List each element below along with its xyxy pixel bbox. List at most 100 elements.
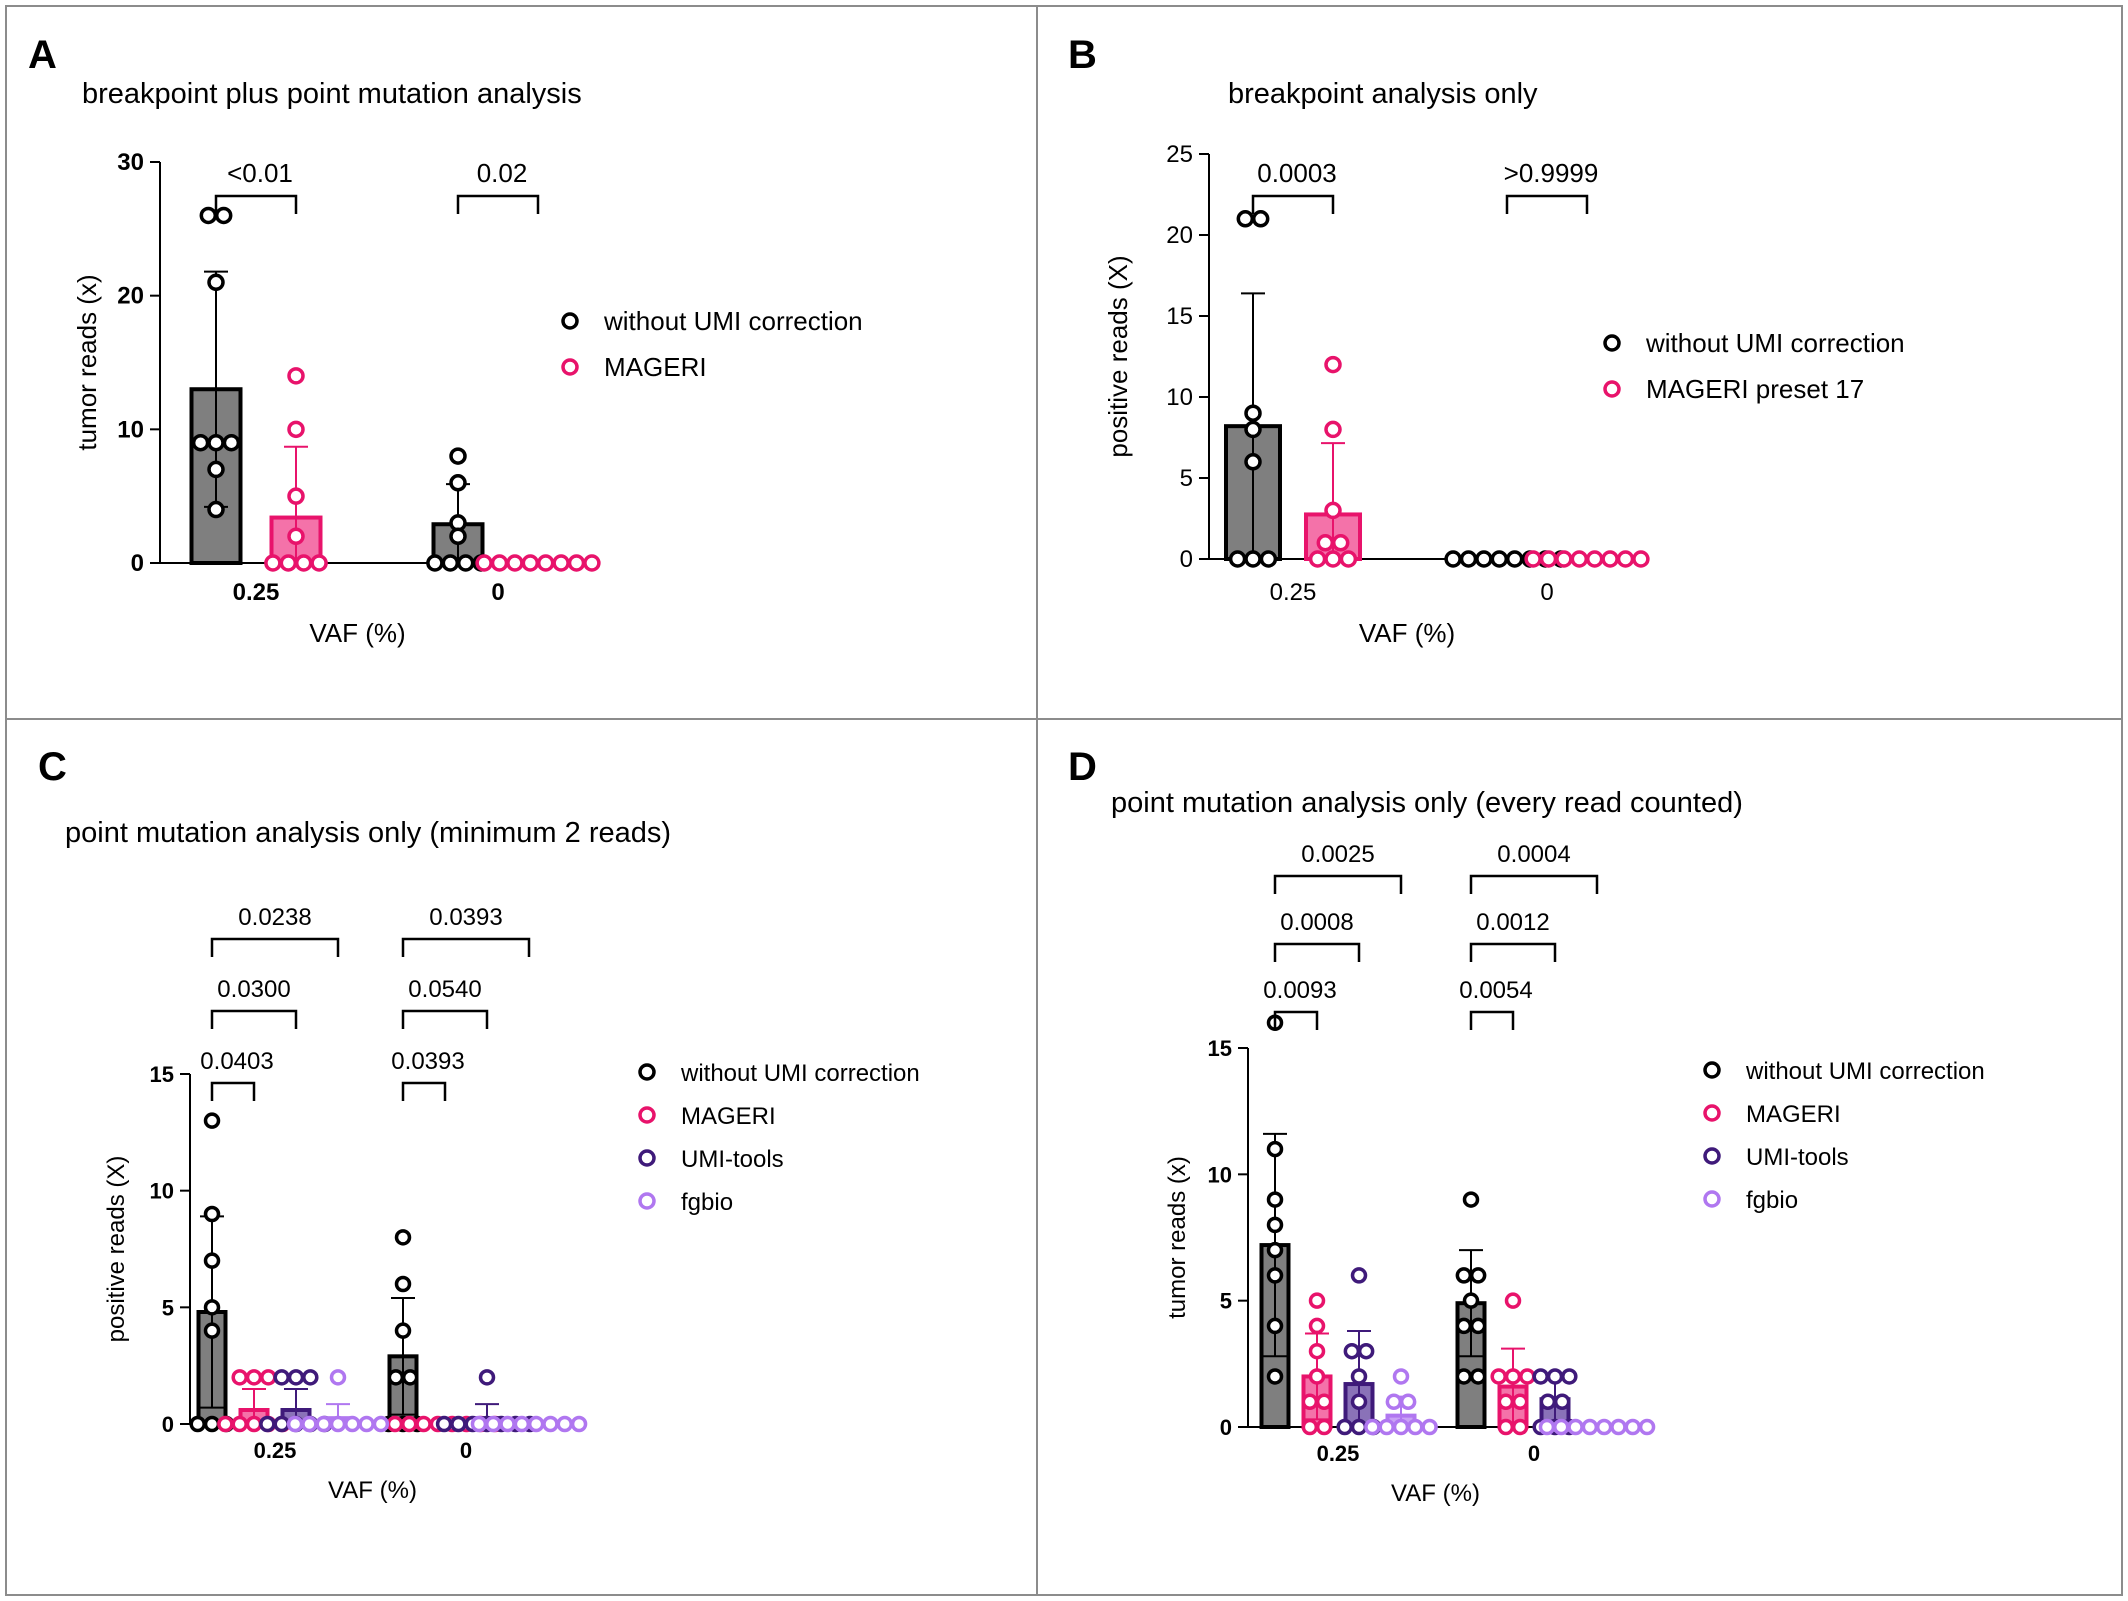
- data-point: [1339, 550, 1358, 568]
- data-point: [1324, 501, 1342, 520]
- data-point: [1350, 1393, 1368, 1410]
- data-point: [1357, 1342, 1375, 1360]
- x-axis-label: VAF (%): [328, 1477, 417, 1504]
- significance-bracket: [401, 1009, 489, 1029]
- legend-marker: [1703, 1104, 1721, 1122]
- data-point: [191, 433, 210, 452]
- data-point: [1538, 1418, 1556, 1436]
- data-point: [273, 1369, 290, 1386]
- data-point: [1324, 550, 1342, 568]
- data-point: [1308, 1292, 1326, 1309]
- data-point: [394, 1229, 412, 1246]
- data-point: [1444, 550, 1462, 568]
- x-tick-label: 0.25: [1317, 1441, 1360, 1466]
- data-point: [1308, 1342, 1326, 1360]
- data-point: [470, 1415, 488, 1433]
- data-point: [1244, 453, 1262, 471]
- data-point: [1497, 1393, 1515, 1410]
- data-point: [245, 1369, 263, 1386]
- panel-d-title: point mutation analysis only (every read…: [1111, 787, 1743, 819]
- p-value-label: 0.0003: [1257, 158, 1337, 188]
- data-point: [1421, 1418, 1438, 1436]
- significance-bracket: [1273, 874, 1403, 894]
- data-point: [1244, 404, 1262, 422]
- significance-bracket: [1505, 194, 1589, 214]
- x-axis-label: VAF (%): [1359, 618, 1455, 648]
- p-value-label: 0.0300: [217, 976, 290, 1003]
- y-tick-label: 0: [1180, 546, 1193, 573]
- data-point: [189, 1415, 206, 1433]
- significance-bracket: [401, 937, 531, 957]
- data-point: [1455, 1267, 1473, 1284]
- p-value-label: 0.0238: [238, 904, 311, 931]
- p-value-label: 0.0540: [408, 976, 481, 1003]
- data-point: [207, 433, 225, 452]
- legend-marker: [1603, 380, 1621, 398]
- data-point: [1561, 1368, 1578, 1385]
- p-value-label: >0.9999: [1504, 158, 1599, 188]
- significance-bracket: [210, 1081, 256, 1101]
- data-point: [1570, 550, 1589, 568]
- data-point: [1524, 550, 1542, 568]
- data-point: [426, 554, 444, 572]
- data-point: [1244, 550, 1262, 568]
- significance-bracket: [1273, 1010, 1319, 1030]
- data-point: [287, 527, 305, 546]
- data-point: [513, 1415, 531, 1433]
- data-point: [203, 1205, 221, 1223]
- y-tick-label: 5: [1220, 1289, 1232, 1314]
- panel-b-title: breakpoint analysis only: [1228, 78, 1538, 110]
- y-tick-label: 10: [150, 1179, 174, 1204]
- data-point: [1539, 1393, 1557, 1410]
- y-tick-label: 5: [162, 1295, 174, 1320]
- data-point: [570, 1415, 588, 1433]
- data-point: [329, 1369, 347, 1386]
- legend-marker: [1703, 1190, 1721, 1208]
- data-point: [302, 1369, 319, 1386]
- data-point: [203, 1322, 221, 1339]
- legend-label: without UMI correction: [1645, 328, 1905, 358]
- data-point: [259, 1415, 276, 1433]
- p-value-label: 0.0093: [1263, 977, 1336, 1004]
- p-value-label: 0.0004: [1497, 841, 1570, 868]
- data-point: [294, 554, 313, 572]
- data-point: [1546, 1368, 1564, 1385]
- data-point: [372, 1415, 390, 1433]
- data-point: [315, 1415, 332, 1433]
- p-value-label: 0.02: [477, 158, 528, 188]
- p-value-label: 0.0393: [391, 1048, 464, 1075]
- data-point: [1228, 550, 1247, 568]
- data-point: [485, 1415, 502, 1433]
- data-point: [214, 206, 233, 225]
- data-point: [1266, 1191, 1284, 1208]
- data-point: [401, 1415, 418, 1433]
- data-point: [435, 1415, 453, 1433]
- legend-label: UMI-tools: [681, 1146, 784, 1173]
- data-point: [1553, 1418, 1570, 1436]
- significance-bracket: [1469, 1010, 1515, 1030]
- data-point: [1308, 1317, 1326, 1335]
- frame-panel-d: [1036, 718, 2123, 1596]
- data-point: [1266, 1267, 1284, 1284]
- panel-c-plot: 0 5 10 15 0.25 0 VAF (%) positive reads (X) 0.04…: [103, 904, 920, 1504]
- data-point: [329, 1415, 347, 1433]
- data-point: [1308, 550, 1327, 568]
- data-point: [449, 527, 467, 546]
- data-point: [1601, 550, 1619, 568]
- data-point: [1236, 210, 1255, 228]
- data-point: [387, 1369, 405, 1386]
- p-value-label: 0.0008: [1280, 909, 1353, 936]
- data-point: [1459, 550, 1478, 568]
- frame-panel-c: [5, 718, 1038, 1596]
- data-point: [1504, 1368, 1522, 1385]
- data-point: [279, 554, 298, 572]
- data-point: [1610, 1418, 1627, 1436]
- data-point: [552, 554, 570, 572]
- panel-frames: [5, 5, 2123, 1596]
- data-point: [222, 433, 241, 452]
- data-point: [1616, 550, 1635, 568]
- p-value-label: 0.0403: [200, 1048, 273, 1075]
- data-point: [1266, 1241, 1284, 1259]
- legend-label: without UMI correction: [680, 1060, 920, 1087]
